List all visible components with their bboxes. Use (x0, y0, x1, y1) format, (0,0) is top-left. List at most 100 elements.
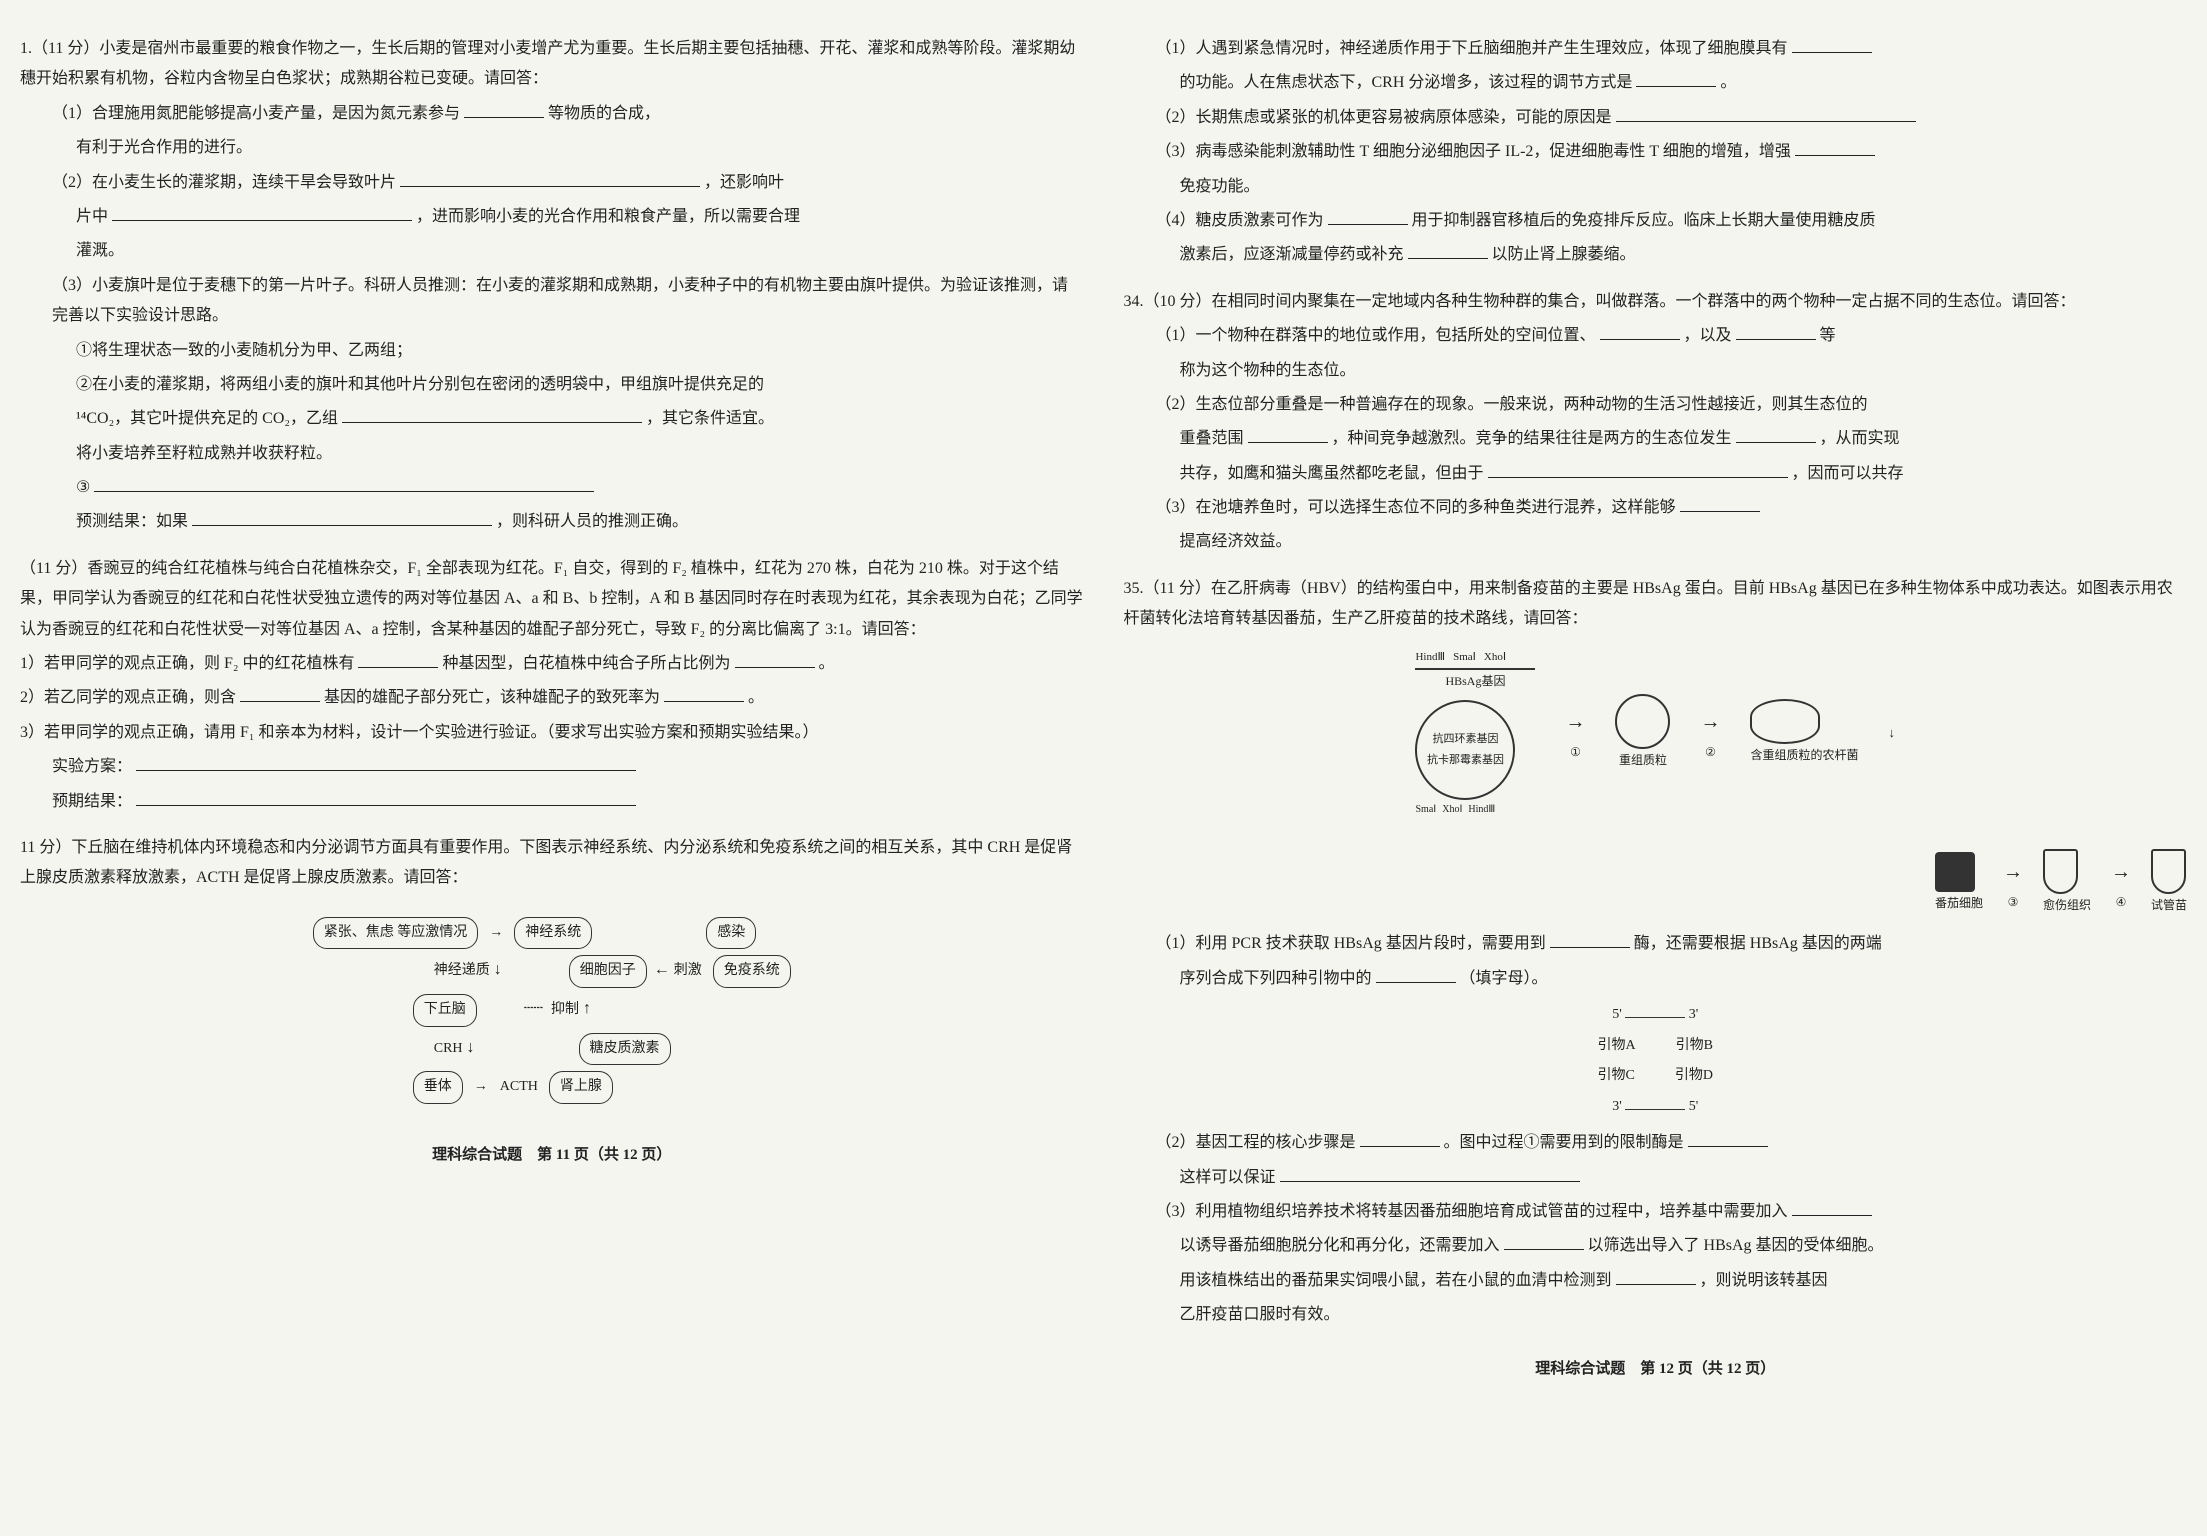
q2-part2: 2）若乙同学的观点正确，则含 基因的雄配子部分死亡，该种雄配子的致死率为 。 (20, 683, 1084, 713)
q3-intro: 11 分）下丘脑在维持机体内环境稳态和内分泌调节方面具有重要作用。下图表示神经系… (20, 833, 1084, 894)
text: 等 (1820, 327, 1836, 344)
footer-left: 理科综合试题 第 11 页（共 12 页） (20, 1141, 1084, 1170)
gene2: 抗卡那霉素基因 (1427, 750, 1504, 771)
text: （1）人遇到紧急情况时，神经递质作用于下丘脑细胞并产生生理效应，体现了细胞膜具有 (1156, 40, 1788, 57)
blank (136, 754, 636, 772)
primer-diagram: 5' 3' 引物A 引物B 引物C 引物D 3' 5' (1124, 1002, 2188, 1120)
text: ，从而实现 (1820, 430, 1900, 447)
text: 1）若甲同学的观点正确，则 F₂ 中的红花植株有 (20, 655, 354, 672)
q35-p1c: 序列合成下列四种引物中的 （填字母）。 (1124, 964, 2188, 994)
question-1: 1.（11 分）小麦是宿州市最重要的粮食作物之一，生长后期的管理对小麦增产尤为重… (20, 34, 1084, 538)
text: 种基因型，白花植株中纯合子所占比例为 (442, 655, 730, 672)
text: （3）在池塘养鱼时，可以选择生态位不同的多种鱼类进行混养，这样能够 (1156, 499, 1676, 516)
blank (192, 509, 492, 527)
q35-p1: （1）利用 PCR 技术获取 HBsAg 基因片段时，需要用到 酶，还需要根据 … (1124, 929, 2188, 959)
node-pituitary: 垂体 (413, 1071, 463, 1104)
text: （2）基因工程的核心步骤是 (1156, 1134, 1356, 1151)
text: ，进而影响小麦的光合作用和粮食产量，所以需要合理 (416, 208, 800, 225)
arrow-icon: → (2111, 861, 2131, 883)
q35-p3b: 以诱导番茄细胞脱分化和再分化，还需要加入 以筛选出导入了 HBsAg 基因的受体… (1124, 1231, 2188, 1261)
plasmid-circle: 抗四环素基因 抗卡那霉素基因 (1415, 700, 1515, 800)
blank (1792, 35, 1872, 53)
recomb-plasmid (1615, 694, 1670, 749)
site: HindⅢ (1415, 647, 1445, 668)
blank (464, 100, 544, 118)
q2-intro: （11 分）香豌豆的纯合红花植株与纯合白花植株杂交，F₁ 全部表现为红花。F₁ … (20, 554, 1084, 645)
q3c-p3: （3）病毒感染能刺激辅助性 T 细胞分泌细胞因子 IL-2，促进细胞毒性 T 细… (1124, 137, 2188, 167)
q2-plan: 实验方案： (20, 752, 1084, 782)
q34-p2e: 共存，如鹰和猫头鹰虽然都吃老鼠，但由于 ，因而可以共存 (1124, 459, 2188, 489)
node-hypothalamus: 下丘脑 (413, 994, 477, 1027)
text: 这样可以保证 (1180, 1169, 1276, 1186)
site: HindⅢ (1468, 800, 1495, 819)
question-3: 11 分）下丘脑在维持机体内环境稳态和内分泌调节方面具有重要作用。下图表示神经系… (20, 833, 1084, 1117)
cell-icon (1935, 852, 1975, 892)
text: 。 (1720, 74, 1736, 91)
q34-intro: 34.（10 分）在相同时间内聚集在一定地域内各种生物种群的集合，叫做群落。一个… (1124, 287, 2188, 317)
text: （1）利用 PCR 技术获取 HBsAg 基因片段时，需要用到 (1156, 935, 1546, 952)
text: 激素后，应逐渐减量停药或补充 (1180, 246, 1404, 263)
text: ，则说明该转基因 (1700, 1272, 1828, 1289)
label-acth: ACTH (500, 1074, 538, 1101)
node-cytokine: 细胞因子 (569, 955, 647, 988)
node-immune: 免疫系统 (713, 955, 791, 988)
blank (358, 650, 438, 668)
blank (1616, 104, 1916, 122)
blank (1792, 1198, 1872, 1216)
q1-step2-b: ¹⁴CO₂，其它叶提供充足的 CO₂，乙组 ，其它条件适宜。 (20, 404, 1084, 434)
text: 酶，还需要根据 HBsAg 基因的两端 (1634, 935, 1882, 952)
text: （1）合理施用氮肥能够提高小麦产量，是因为氮元素参与 (52, 105, 460, 122)
text: 2）若乙同学的观点正确，则含 (20, 689, 236, 706)
blank (1408, 242, 1488, 260)
bacteria-icon (1750, 699, 1820, 744)
q1-step2-c: 将小麦培养至籽粒成熟并收获籽粒。 (20, 439, 1084, 469)
arrow-icon: → (1565, 711, 1585, 733)
q1-part2-a: （2）在小麦生长的灌浆期，连续干旱会导致叶片 ，还影响叶 (20, 168, 1084, 198)
text: 以筛选出导入了 HBsAg 基因的受体细胞。 (1588, 1237, 1884, 1254)
q35-p3d: 用该植株结出的番茄果实饲喂小鼠，若在小鼠的血清中检测到 ，则说明该转基因 (1124, 1266, 2188, 1296)
blank (1248, 426, 1328, 444)
text: 。 (748, 689, 764, 706)
label-bact: 含重组质粒的农杆菌 (1750, 744, 1858, 767)
blank (136, 788, 636, 806)
blank (1600, 323, 1680, 341)
flask-icon (2151, 849, 2186, 894)
q3c-p1: （1）人遇到紧急情况时，神经递质作用于下丘脑细胞并产生生理效应，体现了细胞膜具有 (1124, 34, 2188, 64)
step3: ③ (2003, 891, 2023, 914)
blank (1636, 70, 1716, 88)
node-cortisol: 糖皮质激素 (579, 1033, 671, 1066)
q3c-p4b: 激素后，应逐渐减量停药或补充 以防止肾上腺萎缩。 (1124, 240, 2188, 270)
primer-a: 引物A (1598, 1033, 1636, 1060)
blank (1376, 965, 1456, 983)
primer-c: 引物C (1598, 1063, 1635, 1090)
text: 共存，如鹰和猫头鹰虽然都吃老鼠，但由于 (1180, 465, 1484, 482)
text: ¹⁴CO₂，其它叶提供充足的 CO₂，乙组 (76, 410, 338, 427)
text: ，其它条件适宜。 (646, 410, 774, 427)
blank (664, 685, 744, 703)
blank (1550, 931, 1630, 949)
node-stress: 紧张、焦虑 等应激情况 (313, 917, 479, 950)
q3c-p2: （2）长期焦虑或紧张的机体更容易被病原体感染，可能的原因是 (1124, 103, 2188, 133)
blank (735, 650, 815, 668)
q1-step2-a: ②在小麦的灌浆期，将两组小麦的旗叶和其他叶片分别包在密闭的透明袋中，甲组旗叶提供… (20, 370, 1084, 400)
text: 序列合成下列四种引物中的 (1180, 970, 1372, 987)
blank (112, 203, 412, 221)
q1-intro: 1.（11 分）小麦是宿州市最重要的粮食作物之一，生长后期的管理对小麦增产尤为重… (20, 34, 1084, 95)
site: SmaⅠ (1415, 800, 1436, 819)
q34-p3: （3）在池塘养鱼时，可以选择生态位不同的多种鱼类进行混养，这样能够 (1124, 493, 2188, 523)
text: （1）一个物种在群落中的地位或作用，包括所处的空间位置、 (1156, 327, 1596, 344)
label-stim: 刺激 (674, 958, 702, 985)
text: （2）在小麦生长的灌浆期，连续干旱会导致叶片 (52, 174, 396, 191)
label-crh: CRH (434, 1036, 463, 1063)
question-35: 35.（11 分）在乙肝病毒（HBV）的结构蛋白中，用来制备疫苗的主要是 HBs… (1124, 574, 2188, 1331)
q1-part2-c: 灌溉。 (20, 236, 1084, 266)
text: 用该植株结出的番茄果实饲喂小鼠，若在小鼠的血清中检测到 (1180, 1272, 1612, 1289)
q1-part1-cont: 有利于光合作用的进行。 (20, 133, 1084, 163)
text: 预测结果：如果 (76, 513, 188, 530)
arrow-icon: → (1700, 711, 1720, 733)
site: XhoⅠ (1442, 800, 1462, 819)
q1-step1: ①将生理状态一致的小麦随机分为甲、乙两组； (20, 336, 1084, 366)
blank (1680, 494, 1760, 512)
blank (1795, 139, 1875, 157)
text: 的功能。人在焦虑状态下，CRH 分泌增多，该过程的调节方式是 (1180, 74, 1633, 91)
